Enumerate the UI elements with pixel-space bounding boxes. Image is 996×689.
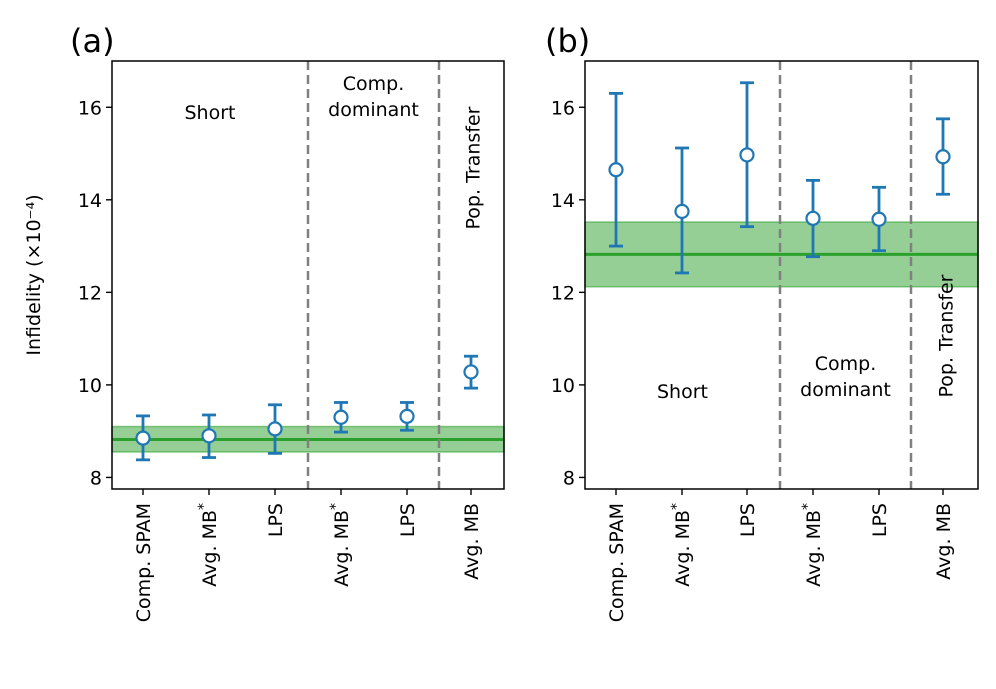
x-tick-label: LPS [397, 503, 419, 537]
x-tick-label: Avg. MB [461, 503, 483, 580]
y-tick-label: 12 [551, 282, 575, 304]
panel-label: (a) [70, 22, 115, 60]
group-label-line: dominant [800, 379, 891, 401]
y-tick-label: 16 [551, 97, 575, 119]
group-label: Pop. Transfer [936, 274, 958, 397]
y-tick-label: 8 [563, 467, 575, 489]
panel-b: (b) Short Comp. dominant Pop. Transfer 8 10 1… [545, 22, 979, 622]
plot-frame [111, 60, 505, 490]
y-tick-label: 14 [551, 190, 575, 212]
data-point [935, 149, 951, 165]
y-tick-label: 10 [78, 375, 102, 397]
y-tick-label: 12 [78, 282, 102, 304]
y-tick-label: 16 [78, 97, 102, 119]
group-label: Pop. Transfer [463, 106, 485, 229]
plot-frame [584, 60, 979, 490]
data-point [333, 409, 349, 425]
group-label-line: dominant [328, 99, 419, 121]
data-point [739, 147, 755, 163]
x-tick-label: Comp. SPAM [606, 503, 628, 622]
data-point [399, 408, 415, 424]
data-point [608, 162, 624, 178]
x-tick-label: Avg. MB [933, 503, 955, 580]
x-tick-label: Avg. MB* [800, 503, 825, 587]
x-tick-label: LPS [737, 503, 759, 537]
panel-a: (a) Infidelity (×10⁻⁴) Short Comp. dominan… [23, 22, 505, 622]
group-label-line: Comp. [815, 353, 877, 375]
x-tick-label: Avg. MB* [196, 503, 221, 587]
data-point [674, 203, 690, 219]
x-tick-label: LPS [265, 503, 287, 537]
data-point [805, 210, 821, 226]
x-tick-label: Avg. MB* [328, 503, 353, 587]
group-label: Short [657, 381, 708, 403]
data-point [871, 211, 887, 227]
x-tick-label: Comp. SPAM [133, 503, 155, 622]
group-label: Short [185, 102, 236, 124]
y-tick-label: 14 [78, 190, 102, 212]
y-axis-label: Infidelity (×10⁻⁴) [23, 194, 45, 355]
group-label-line: Comp. [343, 73, 405, 95]
y-tick-label: 10 [551, 375, 575, 397]
data-point [463, 364, 479, 380]
data-point [201, 428, 217, 444]
y-tick-label: 8 [90, 467, 102, 489]
data-point [135, 430, 151, 446]
x-tick-label: Avg. MB* [669, 503, 694, 587]
x-tick-label: LPS [869, 503, 891, 537]
data-point [267, 421, 283, 437]
panel-label: (b) [545, 22, 590, 60]
